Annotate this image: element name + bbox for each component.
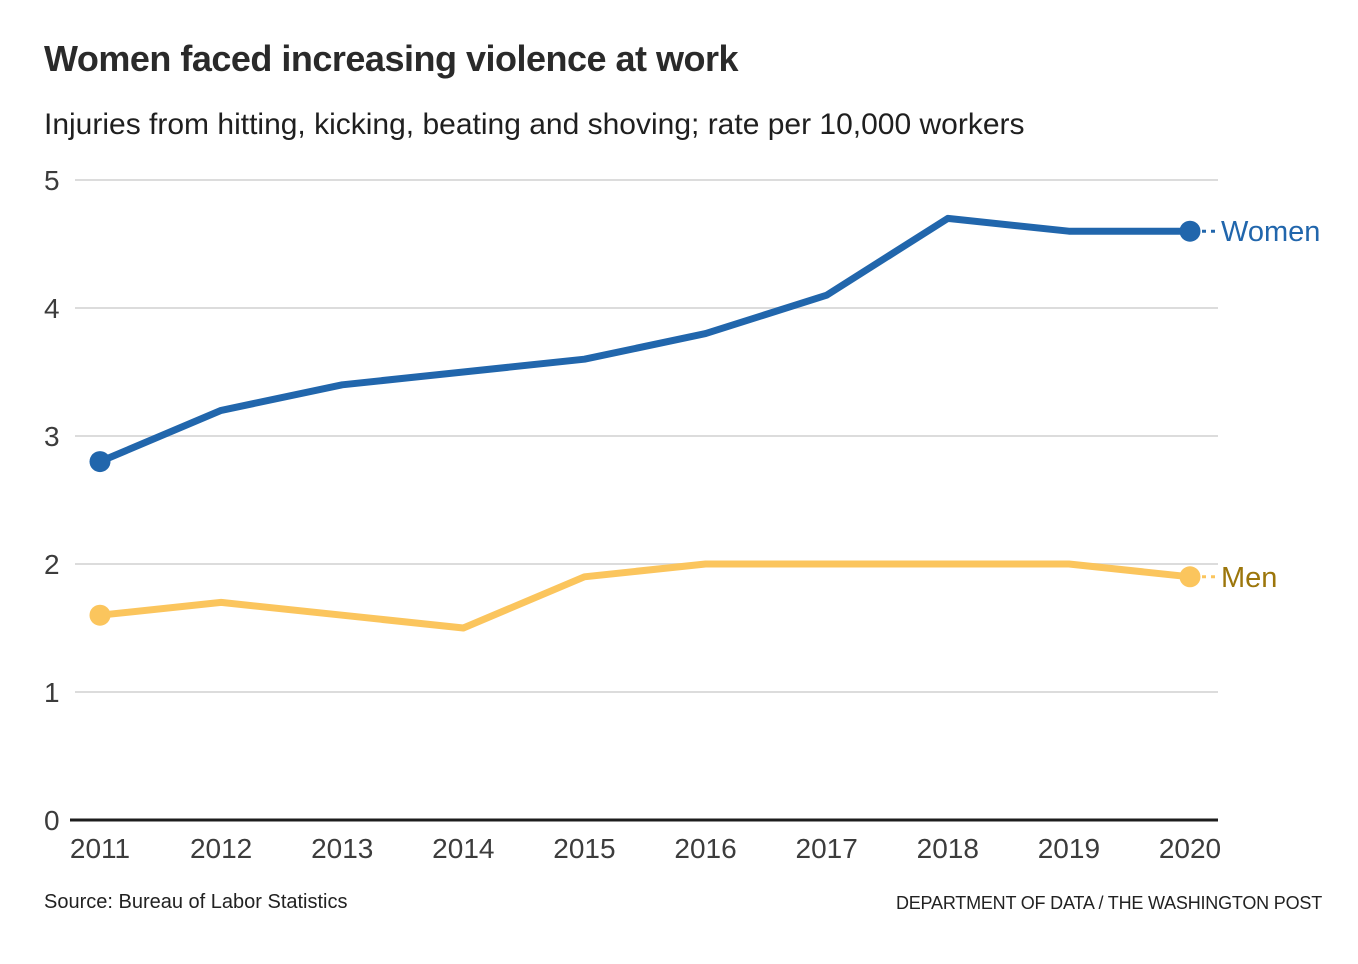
source-note: Source: Bureau of Labor Statistics bbox=[44, 891, 348, 913]
men-start-dot bbox=[89, 604, 111, 626]
x-tick-label: 2013 bbox=[311, 833, 373, 864]
women-series-label: Women bbox=[1221, 216, 1320, 248]
y-tick-label: 3 bbox=[44, 421, 60, 452]
y-tick-label: 4 bbox=[44, 293, 60, 324]
women-end-dot bbox=[1179, 220, 1201, 242]
x-tick-label: 2017 bbox=[796, 833, 858, 864]
chart-title: Women faced increasing violence at work bbox=[44, 38, 739, 79]
chart-subtitle: Injuries from hitting, kicking, beating … bbox=[44, 108, 1025, 141]
x-tick-label: 2015 bbox=[553, 833, 615, 864]
men-end-dot bbox=[1179, 566, 1201, 588]
men-line bbox=[96, 560, 1194, 632]
x-tick-label: 2014 bbox=[432, 833, 494, 864]
men-series-label: Men bbox=[1221, 562, 1277, 594]
x-tick-label: 2016 bbox=[674, 833, 736, 864]
x-tick-label: 2012 bbox=[190, 833, 252, 864]
x-tick-label: 2020 bbox=[1159, 833, 1221, 864]
x-tick-label: 2011 bbox=[70, 833, 130, 864]
y-tick-label: 5 bbox=[44, 165, 60, 196]
y-tick-label: 0 bbox=[44, 805, 60, 836]
x-tick-label: 2019 bbox=[1038, 833, 1100, 864]
women-start-dot bbox=[89, 451, 111, 473]
y-tick-label: 1 bbox=[44, 677, 60, 708]
women-line bbox=[96, 214, 1194, 466]
y-tick-label: 2 bbox=[44, 549, 60, 580]
credit-note: DEPARTMENT OF DATA / THE WASHINGTON POST bbox=[895, 893, 1322, 913]
x-tick-label: 2018 bbox=[917, 833, 979, 864]
